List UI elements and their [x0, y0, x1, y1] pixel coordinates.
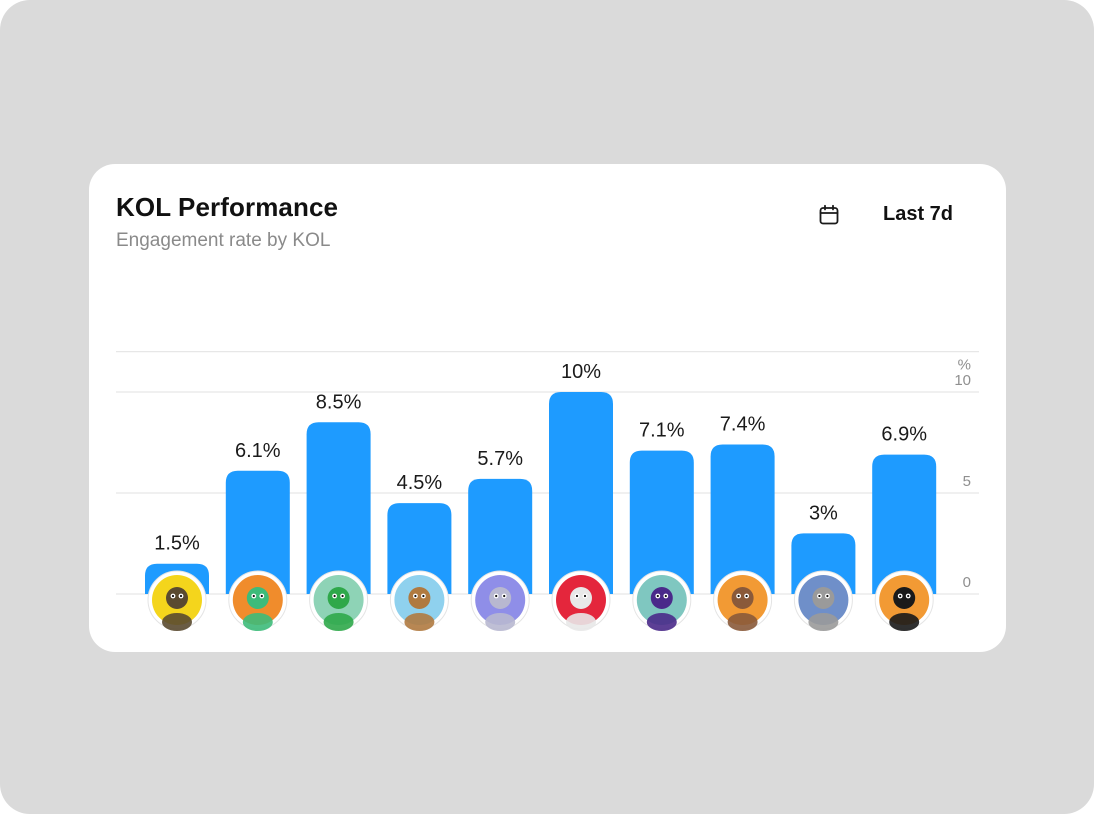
calendar-icon — [819, 204, 839, 225]
y-axis-unit-label: % — [958, 357, 971, 374]
kol-performance-card: KOL Performance Engagement rate by KOL L… — [89, 164, 1006, 652]
date-range-label: Last 7d — [883, 203, 954, 225]
y-axis: 0 5 10% — [954, 357, 971, 591]
lizard-avatar[interactable] — [228, 570, 288, 631]
bars — [145, 392, 937, 594]
bar-value-label-2: 6.1% — [235, 440, 281, 462]
engagement-bar-chart: 0 5 10% 1.5% 6.1% 8.5% 4.5% 5.7% 10% 7.1% 7.4% 3% 6… — [116, 351, 979, 631]
monkey-avatar[interactable] — [713, 570, 773, 631]
bar-3[interactable] — [306, 422, 371, 594]
value-labels: 1.5% 6.1% 8.5% 4.5% 5.7% 10% 7.1% 7.4% 3% 6.9% — [154, 361, 927, 555]
bar-value-label-10: 6.9% — [881, 424, 927, 446]
bar-value-label-6: 10% — [561, 361, 601, 383]
bar-8[interactable] — [710, 444, 775, 594]
bar-value-label-9: 3% — [809, 502, 838, 524]
bar-6[interactable] — [549, 392, 613, 594]
wizard-avatar[interactable] — [632, 570, 692, 631]
meerkat-halo-avatar[interactable] — [147, 570, 207, 631]
bar-5[interactable] — [468, 478, 533, 594]
y-tick-label-5: 5 — [963, 473, 971, 490]
pixel-punk-avatar[interactable] — [874, 570, 934, 631]
date-range-button[interactable]: Last 7d — [807, 192, 977, 238]
y-tick-label-0: 0 — [963, 574, 971, 591]
bar-value-label-7: 7.1% — [639, 420, 685, 442]
viking-avatar[interactable] — [551, 570, 611, 631]
bar-2[interactable] — [225, 470, 290, 594]
kol-avatars — [147, 570, 934, 631]
bar-7[interactable] — [629, 450, 694, 594]
bar-value-label-4: 4.5% — [397, 472, 443, 494]
bar-4[interactable] — [387, 503, 452, 594]
y-tick-label-10: 10 — [954, 372, 971, 389]
bar-value-label-5: 5.7% — [477, 448, 523, 470]
alien-avatar[interactable] — [470, 570, 530, 631]
bar-value-label-8: 7.4% — [720, 414, 766, 436]
robot-avatar[interactable] — [309, 570, 369, 631]
bar-value-label-3: 8.5% — [316, 391, 362, 413]
bar-10[interactable] — [872, 454, 937, 594]
cyber-avatar[interactable] — [793, 570, 853, 631]
ape-avatar[interactable] — [389, 570, 449, 631]
card-subtitle: Engagement rate by KOL — [116, 230, 331, 251]
card-title: KOL Performance — [116, 192, 339, 222]
bar-value-label-1: 1.5% — [154, 533, 200, 555]
